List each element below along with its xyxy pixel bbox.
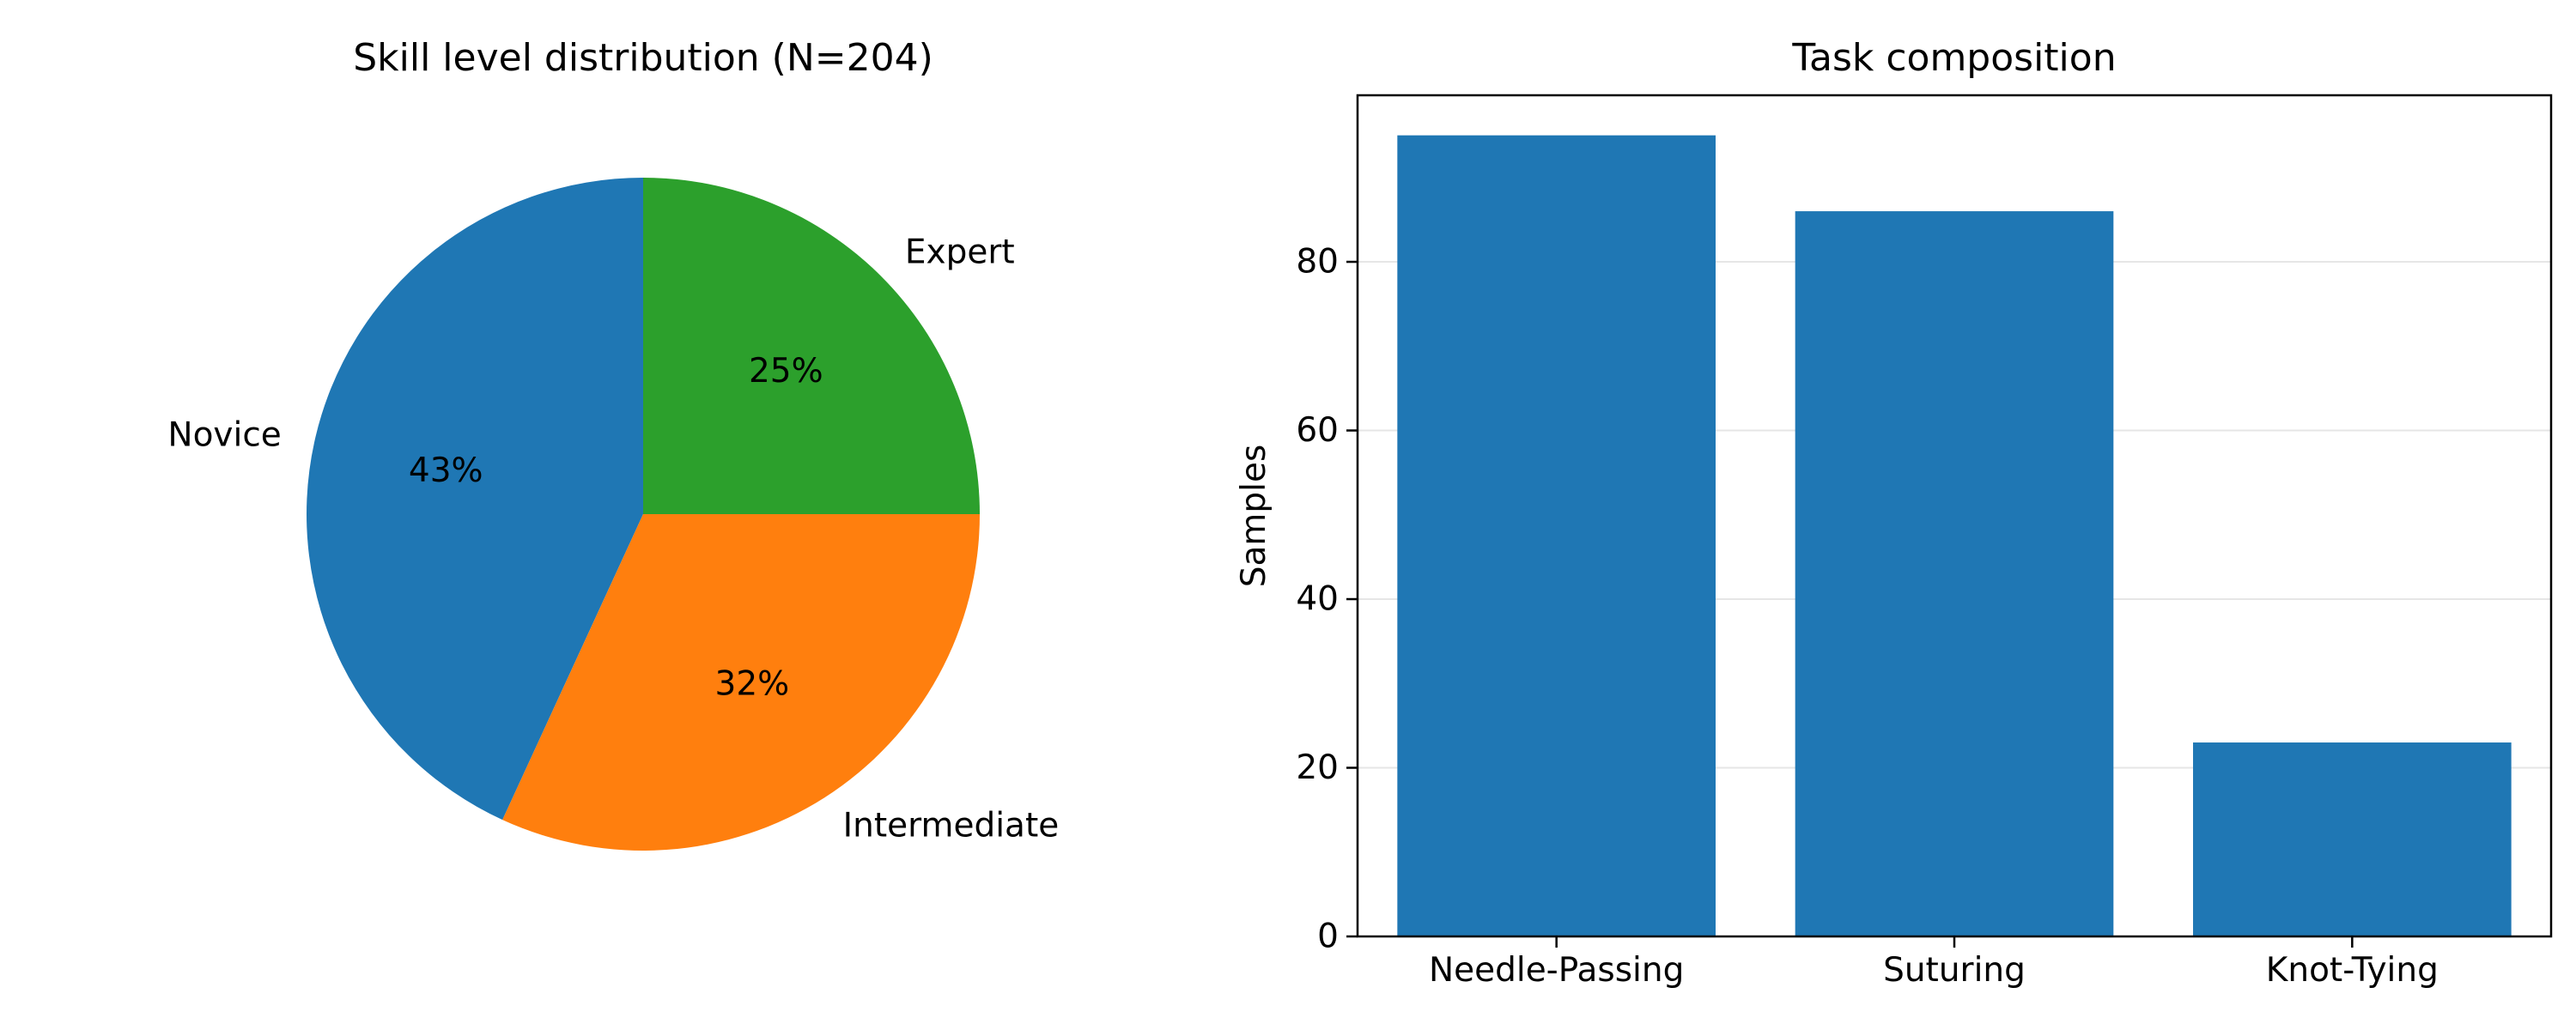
- bar-knot-tying: [2193, 742, 2512, 936]
- x-tick-label-suturing: Suturing: [1883, 951, 2026, 990]
- pie-pct-label-expert: 25%: [749, 352, 823, 391]
- pie-slice-novice: [306, 178, 643, 821]
- bar-chart: Task composition 0 20 40 60 80 Needle-Passin…: [1235, 36, 2553, 990]
- pie-label-intermediate: Intermediate: [843, 807, 1060, 845]
- pie-slice-intermediate: [502, 514, 980, 851]
- bar-needle-passing: [1397, 135, 1716, 936]
- pie-slices: [306, 178, 980, 851]
- x-tick-label-needle-passing: Needle-Passing: [1429, 951, 1684, 990]
- x-axis-ticks: Needle-Passing Suturing Knot-Tying: [1429, 936, 2439, 990]
- y-tick-label: 20: [1296, 748, 1339, 787]
- pie-chart: Skill level distribution (N=204) 43% Novi…: [167, 36, 1059, 851]
- y-axis-label: Samples: [1235, 445, 1273, 588]
- y-tick-label: 60: [1296, 411, 1339, 450]
- y-tick-label: 80: [1296, 243, 1339, 282]
- pie-label-novice: Novice: [167, 415, 281, 454]
- pie-chart-title: Skill level distribution (N=204): [353, 36, 933, 80]
- pie-pct-label-novice: 43%: [409, 451, 483, 490]
- bar-chart-title: Task composition: [1791, 36, 2116, 80]
- bars: [1397, 135, 2512, 937]
- y-tick-label: 0: [1317, 918, 1339, 956]
- x-tick-label-knot-tying: Knot-Tying: [2266, 951, 2439, 990]
- bar-suturing: [1795, 211, 2114, 937]
- pie-slice-expert: [643, 178, 980, 514]
- pie-label-expert: Expert: [905, 233, 1015, 272]
- y-tick-label: 40: [1296, 580, 1339, 619]
- pie-labels: 43% Novice 32% Intermediate 25% Expert: [167, 233, 1059, 845]
- pie-pct-label-intermediate: 32%: [715, 665, 790, 704]
- y-axis-ticks: 0 20 40 60 80: [1296, 243, 1358, 956]
